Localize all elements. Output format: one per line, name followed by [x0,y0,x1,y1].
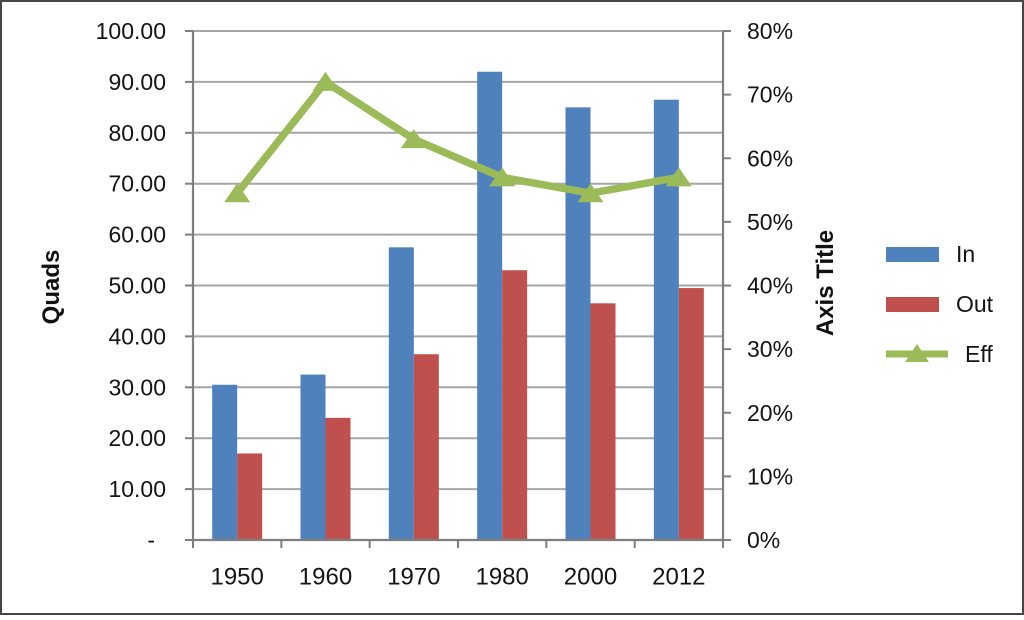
left-axis-title: Quads [38,249,65,325]
left-axis-tick-label: 40.00 [108,323,166,349]
bar-in-1980[interactable] [477,71,503,540]
left-axis-tick-label: 20.00 [108,425,166,451]
bar-out-1980[interactable] [502,270,528,540]
legend-label-out: Out [956,290,994,317]
left-axis-tick-label: - [147,527,155,553]
bar-in-1970[interactable] [388,247,414,540]
legend-item-eff[interactable]: Eff [886,340,993,367]
left-axis-tick-label: 70.00 [108,171,166,197]
legend-item-in[interactable]: In [886,240,993,267]
bar-out-1960[interactable] [325,417,351,540]
marker-eff-1950[interactable] [224,183,251,203]
bar-in-2012[interactable] [653,99,679,540]
left-axis-tick-label: 100.00 [96,18,166,44]
line-series-eff[interactable] [233,78,683,197]
left-axis-tick-label: 60.00 [108,222,166,248]
right-axis-tick-label: 70% [747,82,793,108]
marker-eff-2012[interactable] [665,167,692,187]
bar-out-1970[interactable] [413,354,439,540]
legend-swatch-in-icon [886,246,939,262]
legend-label-eff: Eff [965,340,993,367]
marker-eff-1980[interactable] [489,167,516,187]
bar-out-1950[interactable] [237,453,263,540]
bar-out-2000[interactable] [590,303,616,540]
right-axis-tick-label: 30% [747,336,793,362]
left-axis-tick-label: 50.00 [108,273,166,299]
legend-label-in: In [956,240,976,267]
bar-in-2000[interactable] [565,107,591,540]
bar-in-1960[interactable] [300,374,326,540]
right-axis-tick-label: 0% [747,527,780,553]
right-axis-tick-label: 20% [747,400,793,426]
x-axis-category-label: 2012 [652,564,705,591]
right-axis-title: Axis Title [812,229,839,337]
right-axis-tick-label: 60% [747,145,793,171]
x-axis-category-label: 1980 [475,564,528,591]
bar-out-2012[interactable] [678,288,704,540]
left-axis-tick-label: 90.00 [108,69,166,95]
marker-eff-2000[interactable] [577,183,604,203]
left-axis-tick-label: 80.00 [108,120,166,146]
x-axis-category-label: 1970 [387,564,440,591]
right-axis-tick-label: 40% [747,273,793,299]
left-axis-tick-label: 30.00 [108,374,166,400]
marker-eff-1960[interactable] [312,71,339,91]
bar-in-1950[interactable] [212,384,238,540]
left-axis-tick-label: 10.00 [108,476,166,502]
x-axis-category-label: 1950 [210,564,263,591]
x-axis-category-label: 1960 [299,564,352,591]
legend: In Out Eff [886,240,994,393]
legend-item-out[interactable]: Out [886,290,994,317]
x-axis-category-label: 2000 [564,564,617,591]
right-axis-tick-label: 50% [747,209,793,235]
legend-swatch-eff-icon [886,343,948,365]
right-axis-tick-label: 80% [747,18,793,44]
marker-eff-1970[interactable] [400,129,427,149]
right-axis-tick-label: 10% [747,463,793,489]
legend-swatch-out-icon [886,296,939,312]
